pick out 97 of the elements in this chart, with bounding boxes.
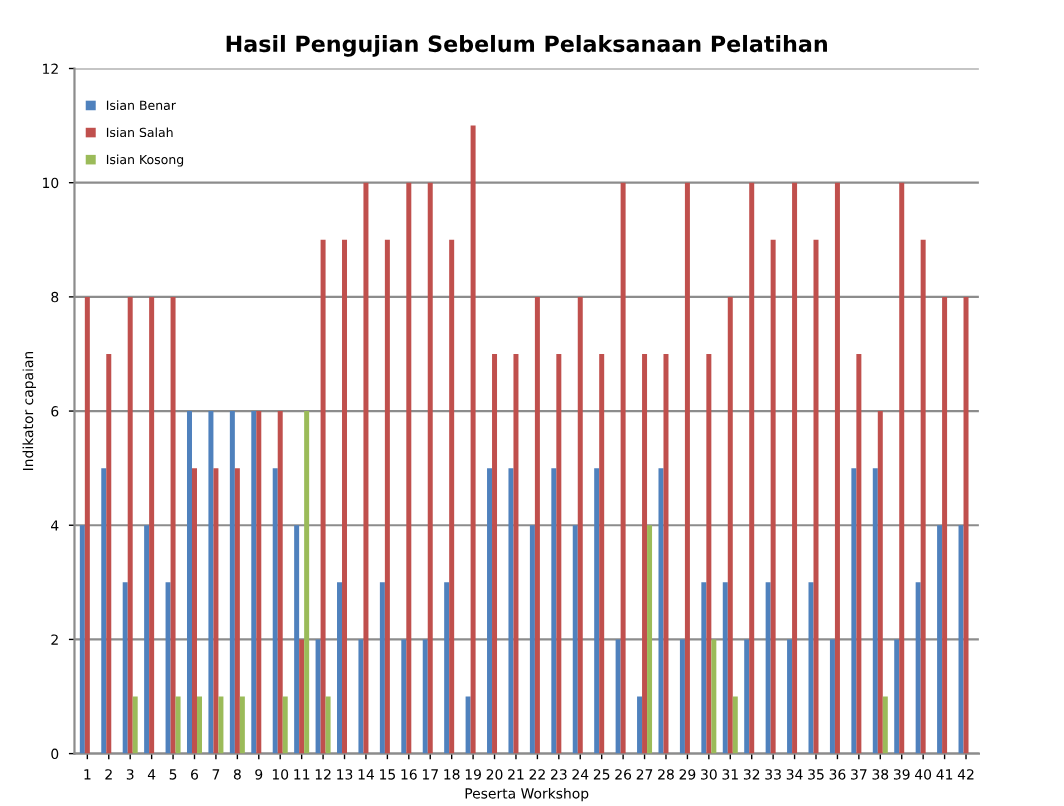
bar (325, 696, 331, 754)
bar (749, 182, 755, 754)
bar (363, 182, 369, 754)
bar (465, 696, 471, 754)
bar (272, 468, 278, 754)
bar (706, 353, 712, 754)
bar (218, 696, 224, 754)
bar (294, 525, 300, 754)
bar (379, 582, 385, 754)
bar (191, 468, 197, 754)
bar (101, 468, 107, 754)
bar (937, 525, 943, 754)
bar (829, 639, 835, 754)
bar (787, 639, 793, 754)
bar (320, 239, 326, 754)
bar (915, 582, 921, 754)
bar (899, 182, 905, 754)
bar (251, 411, 257, 754)
bar (963, 296, 969, 754)
bar (615, 639, 621, 754)
bar (508, 468, 514, 754)
bar (304, 411, 310, 754)
bar (149, 296, 155, 754)
bar (197, 696, 202, 754)
bar (765, 582, 771, 754)
bar (920, 239, 926, 754)
bar (422, 639, 428, 754)
bar (744, 639, 750, 754)
bar (620, 182, 626, 754)
bar (170, 296, 176, 754)
bar (337, 582, 343, 754)
bar (684, 182, 690, 754)
bar (84, 296, 90, 754)
bar (213, 468, 219, 754)
bar (556, 353, 562, 754)
bar (427, 182, 433, 754)
bar (449, 239, 455, 754)
bar (679, 639, 685, 754)
bar (175, 696, 181, 754)
bar (642, 353, 648, 754)
bar (342, 239, 348, 754)
bar (487, 468, 493, 754)
bar (401, 639, 407, 754)
bar (701, 582, 707, 754)
bar (856, 353, 862, 754)
bar (534, 296, 540, 754)
bar (813, 239, 819, 754)
bar (663, 353, 669, 754)
bar (572, 525, 578, 754)
bar (470, 125, 476, 754)
bar (406, 182, 412, 754)
bar (551, 468, 557, 754)
bar (127, 296, 133, 754)
bar (165, 582, 171, 754)
bar (282, 696, 288, 754)
bar (256, 411, 262, 754)
bar (770, 239, 776, 754)
bar (958, 525, 964, 754)
bar (444, 582, 450, 754)
bar (144, 525, 150, 754)
bar (599, 353, 605, 754)
bar (727, 296, 733, 754)
bar (315, 639, 321, 754)
bar (529, 525, 535, 754)
bar (647, 525, 653, 754)
bar (122, 582, 128, 754)
bar (234, 468, 240, 754)
bar (808, 582, 814, 754)
bar (239, 696, 245, 754)
bar (834, 182, 840, 754)
bar (722, 582, 728, 754)
bar (637, 696, 643, 754)
bar (208, 411, 214, 754)
bar (894, 639, 900, 754)
bar (577, 296, 583, 754)
bar (186, 411, 192, 754)
bar (594, 468, 600, 754)
chart-title: Hasil Pengujian Sebelum Pelaksanaan Pelatihan (226, 34, 827, 57)
bar (882, 696, 888, 754)
bar (277, 411, 283, 754)
bar (79, 525, 85, 754)
bar (732, 696, 738, 754)
bar (658, 468, 664, 754)
bar (711, 639, 717, 754)
bar (792, 182, 798, 754)
bar (872, 468, 878, 754)
bar (513, 353, 519, 754)
bar (877, 411, 883, 754)
bar (384, 239, 390, 754)
bar (851, 468, 857, 754)
bar (229, 411, 235, 754)
bar (942, 296, 948, 754)
bar (132, 696, 138, 754)
bar (299, 639, 305, 754)
bar (106, 353, 112, 754)
bar (358, 639, 364, 754)
bar (492, 353, 498, 754)
